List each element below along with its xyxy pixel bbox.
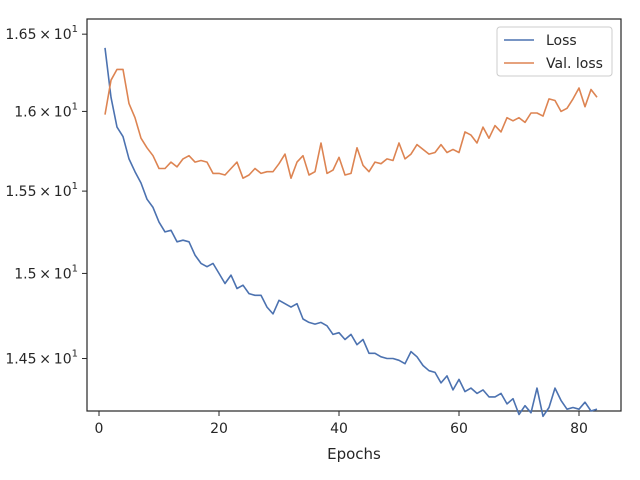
- x-axis: 0 20 40 60 80: [95, 411, 588, 437]
- y-tick-label: 1.6 × 101: [14, 101, 78, 120]
- x-tick-label: 0: [95, 421, 104, 437]
- series-line-1: [104, 68, 598, 179]
- x-axis-title: Epochs: [327, 445, 381, 463]
- y-tick-label: 1.45 × 101: [5, 349, 78, 368]
- x-tick-label: 80: [570, 421, 588, 437]
- legend-label-val-loss: Val. loss: [546, 56, 603, 72]
- legend: Loss Val. loss: [496, 26, 613, 77]
- x-tick-label: 60: [450, 421, 468, 437]
- x-tick-label: 40: [330, 421, 348, 437]
- plot-area: [86, 18, 622, 412]
- y-tick-label: 1.5 × 101: [14, 263, 78, 282]
- legend-label-loss: Loss: [546, 33, 577, 49]
- y-tick-label: 1.55 × 101: [5, 181, 78, 200]
- x-tick-label: 20: [210, 421, 228, 437]
- series-group: [104, 47, 598, 418]
- y-tick-label: 1.65 × 101: [5, 24, 78, 43]
- series-line-0: [104, 47, 598, 418]
- y-axis: 1.45 × 101 1.5 × 101 1.55 × 101 1.6 × 101 1.…: [5, 24, 87, 368]
